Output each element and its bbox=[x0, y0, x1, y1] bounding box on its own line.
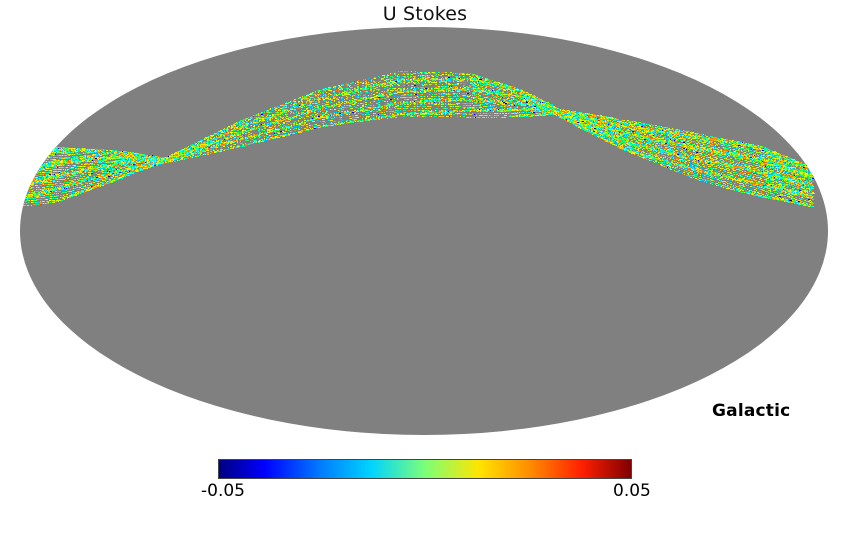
page-title: U Stokes bbox=[0, 3, 850, 25]
colorbar-max-label: 0.05 bbox=[613, 481, 651, 501]
mollweide-sky-map bbox=[20, 27, 828, 435]
colorbar-gradient bbox=[218, 459, 632, 479]
colorbar bbox=[218, 459, 632, 479]
coordinate-system-label: Galactic bbox=[712, 401, 790, 421]
mollweide-projection-canvas bbox=[20, 27, 828, 435]
colorbar-min-label: -0.05 bbox=[201, 481, 245, 501]
